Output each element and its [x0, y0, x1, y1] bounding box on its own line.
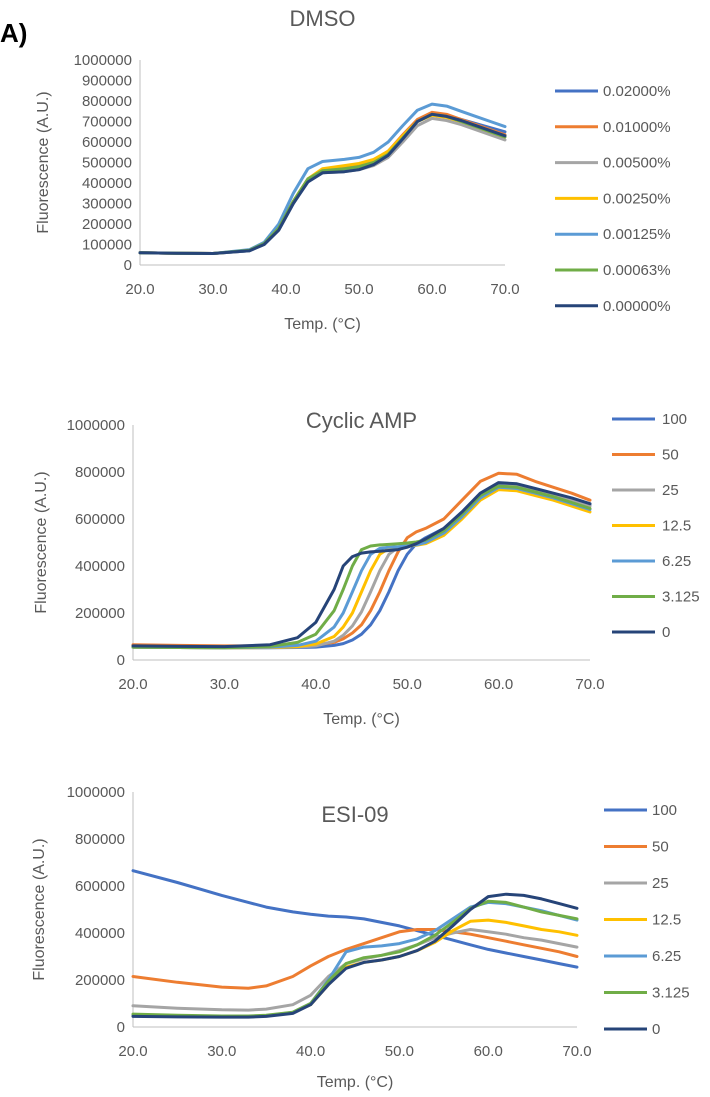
legend-label: 0.01000% [603, 119, 671, 136]
series-line-0 [131, 481, 592, 649]
legend-label: 0.00500% [603, 155, 671, 172]
series-line-50 [131, 471, 592, 648]
legend-label: 6.25 [662, 553, 691, 570]
legend-label: 0.00000% [603, 298, 671, 315]
y-tick-label: 1000000 [67, 784, 125, 801]
series-line-0.02000% [138, 111, 507, 255]
x-tick-label: 50.0 [393, 676, 422, 693]
x-tick-label: 40.0 [271, 281, 300, 298]
y-tick-label: 400000 [75, 925, 125, 942]
x-tick-label: 40.0 [296, 1043, 325, 1060]
chart-dmso: DMSO 0 100000 200000 300000 400000 500000 60000… [35, 6, 671, 333]
y-tick-label: 600000 [75, 878, 125, 895]
y-tick-label: 200000 [75, 605, 125, 622]
y-tick-label: 100000 [82, 237, 132, 254]
y-tick-label: 600000 [75, 511, 125, 528]
x-tick-label: 50.0 [344, 281, 373, 298]
series-line-3.125 [131, 484, 592, 650]
series-line-0.00000% [138, 112, 507, 255]
x-tick-label: 20.0 [125, 281, 154, 298]
x-tick-label: 60.0 [474, 1043, 503, 1060]
y-tick-label: 800000 [82, 93, 132, 110]
x-tick-label: 60.0 [484, 676, 513, 693]
y-tick-label: 900000 [82, 73, 132, 90]
series-line-0.00250% [138, 113, 507, 255]
legend-label: 0.00063% [603, 262, 671, 279]
y-tick-label: 600000 [82, 134, 132, 151]
x-axis-title: Temp. (°C) [284, 316, 361, 333]
series-line-0.00500% [138, 116, 507, 255]
y-tick-label: 400000 [75, 558, 125, 575]
y-tick-label: 1000000 [74, 52, 132, 69]
y-tick-label: 800000 [75, 464, 125, 481]
y-tick-label: 300000 [82, 196, 132, 213]
series-line-0.00063% [138, 112, 507, 255]
y-tick-label: 0 [117, 1019, 125, 1036]
legend-label: 100 [662, 411, 687, 428]
legend-label: 6.25 [652, 948, 681, 965]
chart-title: DMSO [290, 6, 356, 31]
y-tick-label: 400000 [82, 175, 132, 192]
x-tick-label: 70.0 [562, 1043, 591, 1060]
y-tick-label: 200000 [75, 972, 125, 989]
series-line-0 [131, 892, 579, 1019]
x-tick-label: 60.0 [417, 281, 446, 298]
chart-title: Cyclic AMP [306, 408, 417, 433]
chart-esi-09: ESI-09 0 200000 400000 600000 800000 1000000 20… [31, 784, 690, 1091]
y-tick-label: 0 [117, 652, 125, 669]
legend-label: 50 [662, 447, 679, 464]
y-tick-label: 0 [124, 257, 132, 274]
y-axis-title: Fluorescence (A.U.) [35, 91, 52, 233]
legend-label: 0.02000% [603, 83, 671, 100]
legend-label: 0.00125% [603, 226, 671, 243]
legend-label: 12.5 [652, 912, 681, 929]
legend-label: 3.125 [662, 589, 700, 606]
series-line-100 [131, 869, 579, 969]
chart-cyclic-amp: Cyclic AMP 0 200000 400000 600000 800000 10000… [33, 408, 700, 728]
x-tick-label: 50.0 [385, 1043, 414, 1060]
y-tick-label: 700000 [82, 114, 132, 131]
y-axis-title: Fluorescence (A.U.) [33, 471, 50, 613]
y-tick-label: 200000 [82, 216, 132, 233]
legend-label: 0 [652, 1021, 660, 1038]
panel-label: A) [0, 18, 28, 48]
x-tick-label: 20.0 [118, 676, 147, 693]
series-line-0.00125% [138, 102, 507, 255]
legend-label: 25 [662, 482, 679, 499]
y-axis-title: Fluorescence (A.U.) [31, 838, 48, 980]
y-tick-label: 800000 [75, 831, 125, 848]
legend-label: 3.125 [652, 985, 690, 1002]
x-axis-title: Temp. (°C) [323, 711, 400, 728]
legend-label: 25 [652, 875, 669, 892]
x-tick-label: 30.0 [207, 1043, 236, 1060]
y-tick-label: 500000 [82, 155, 132, 172]
y-tick-label: 1000000 [67, 417, 125, 434]
x-tick-label: 70.0 [575, 676, 604, 693]
legend-label: 100 [652, 802, 677, 819]
series-line-50 [131, 928, 579, 990]
series-line-0.01000% [138, 110, 507, 255]
x-tick-label: 40.0 [301, 676, 330, 693]
legend-label: 0 [662, 624, 670, 641]
x-tick-label: 20.0 [118, 1043, 147, 1060]
x-tick-label: 70.0 [490, 281, 519, 298]
x-tick-label: 30.0 [198, 281, 227, 298]
x-tick-label: 30.0 [210, 676, 239, 693]
legend-label: 0.00250% [603, 190, 671, 207]
chart-title: ESI-09 [321, 802, 388, 827]
legend-label: 50 [652, 839, 669, 856]
legend-label: 12.5 [662, 518, 691, 535]
x-axis-title: Temp. (°C) [317, 1074, 394, 1091]
